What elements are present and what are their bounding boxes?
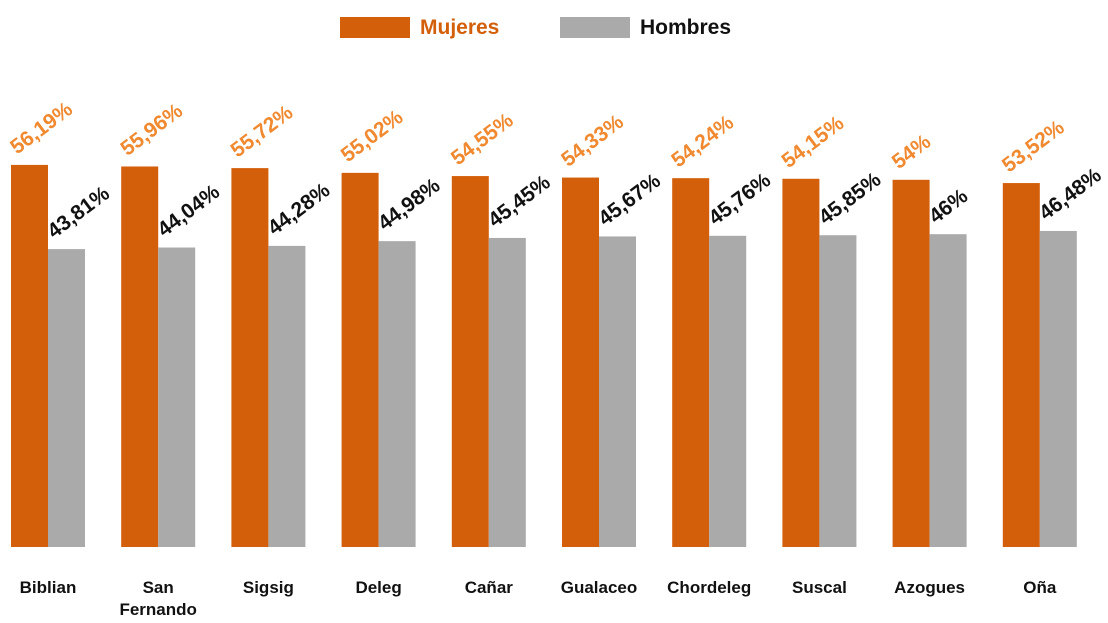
- bar: [599, 236, 636, 547]
- x-tick-label: Azogues: [894, 578, 966, 597]
- data-label: 44,98%: [374, 174, 445, 235]
- data-label: 54,24%: [667, 111, 738, 172]
- data-label: 45,85%: [815, 168, 886, 229]
- data-label: 55,02%: [337, 105, 408, 166]
- x-tick-label: Gualaceo: [560, 578, 638, 597]
- bar: [488, 237, 526, 547]
- data-label: 53,52%: [998, 116, 1069, 177]
- data-label: 55,72%: [227, 101, 298, 162]
- legend-label: Hombres: [640, 16, 731, 39]
- x-tick-label: Biblian: [19, 578, 77, 597]
- bar: [378, 241, 416, 548]
- bar: [709, 235, 747, 547]
- data-label: 54,33%: [557, 110, 628, 171]
- bar: [231, 168, 269, 547]
- legend-swatch: [560, 17, 630, 38]
- data-label: 54%: [888, 130, 936, 174]
- bar: [562, 177, 599, 547]
- bar: [341, 172, 379, 547]
- bar: [1002, 183, 1040, 547]
- data-label: 55,96%: [116, 99, 187, 160]
- data-label: 46%: [925, 184, 973, 228]
- x-tick-label: Deleg: [355, 578, 402, 597]
- x-tick-label: Sigsig: [242, 578, 294, 597]
- x-tick-label: Oña: [1023, 578, 1057, 597]
- bar: [268, 245, 306, 547]
- bar: [892, 179, 930, 548]
- bar: [819, 235, 857, 547]
- bar: [782, 178, 820, 547]
- data-label: 44,28%: [264, 178, 335, 239]
- data-label: 45,76%: [704, 168, 775, 229]
- bar: [121, 166, 159, 548]
- bar: [451, 176, 489, 547]
- data-label: 43,81%: [43, 182, 114, 243]
- bar: [672, 178, 710, 547]
- x-tick-label: San Fernando: [119, 578, 197, 619]
- bar: [48, 249, 85, 548]
- data-label: 45,45%: [484, 171, 555, 232]
- data-label: 56,19%: [6, 97, 77, 158]
- data-label: 46,48%: [1035, 163, 1106, 224]
- legend-label: Mujeres: [420, 16, 499, 39]
- data-label: 54,55%: [447, 109, 518, 170]
- x-tick-label: Suscal: [791, 578, 847, 597]
- x-tick-label: Cañar: [464, 578, 513, 597]
- bar: [929, 234, 967, 547]
- data-label: 45,67%: [594, 169, 665, 230]
- legend-swatch: [340, 17, 410, 38]
- x-tick-label: Chordeleg: [667, 578, 752, 597]
- data-label: 54,15%: [778, 111, 849, 172]
- bar: [1039, 230, 1077, 547]
- data-label: 44,04%: [153, 180, 224, 241]
- bar: [11, 164, 48, 547]
- bar: [158, 247, 196, 547]
